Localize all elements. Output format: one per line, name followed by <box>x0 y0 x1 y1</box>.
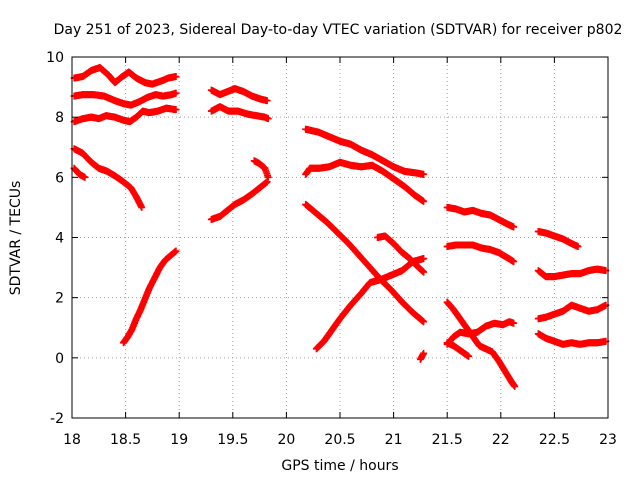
series-arc-16 <box>416 349 428 363</box>
y-tick-label: 10 <box>46 50 64 66</box>
x-tick-label: 22.5 <box>539 432 570 448</box>
data-point-marker <box>420 170 428 178</box>
y-axis-label: SDTVAR / TECUs <box>8 181 24 296</box>
series-arc-17 <box>443 203 518 231</box>
series-arc-10 <box>250 157 272 181</box>
data-point-marker <box>420 197 428 205</box>
x-tick-label: 19 <box>170 432 188 448</box>
series-arc-2 <box>70 89 180 109</box>
series-arc-24 <box>534 301 610 323</box>
data-point-marker <box>172 247 180 255</box>
data-point-marker <box>420 349 428 357</box>
data-point-marker <box>172 89 180 97</box>
y-tick-label: 6 <box>55 170 64 186</box>
data-point-marker <box>420 318 428 326</box>
data-point-marker <box>510 319 518 327</box>
data-point-marker <box>263 178 271 186</box>
series-arc-9 <box>207 178 271 223</box>
series-arc-15 <box>374 232 428 276</box>
series-arc-5 <box>70 164 89 181</box>
series-arc-22 <box>534 227 582 251</box>
series-arc-8 <box>207 103 272 123</box>
data-point-marker <box>420 268 428 276</box>
data-point-marker <box>511 382 519 390</box>
data-points <box>70 64 610 390</box>
series-arc-1 <box>70 64 180 88</box>
x-tick-label: 19.5 <box>217 432 248 448</box>
data-point-marker <box>264 115 272 123</box>
x-axis-label: GPS time / hours <box>281 458 398 474</box>
data-point-marker <box>172 73 180 81</box>
y-tick-label: -2 <box>50 411 64 427</box>
series-arc-12 <box>302 158 428 205</box>
y-tick-label: 8 <box>55 110 64 126</box>
data-point-marker <box>264 173 272 181</box>
series-arc-23 <box>534 265 610 281</box>
data-point-marker <box>172 106 180 114</box>
x-tick-label: 22 <box>492 432 510 448</box>
x-tick-label: 21.5 <box>432 432 463 448</box>
x-tick-label: 20 <box>277 432 295 448</box>
series-arc-19 <box>443 298 519 390</box>
data-point-marker <box>510 223 518 231</box>
data-point-marker <box>420 255 428 263</box>
series-arc-7 <box>207 85 271 105</box>
data-point-marker <box>81 173 89 181</box>
x-tick-labels: 18 18.5 19 19.5 20 20.5 21 21.5 22 22.5 23 <box>63 432 617 448</box>
data-point-marker <box>510 258 518 266</box>
x-tick-label: 18 <box>63 432 81 448</box>
series-arc-4 <box>70 145 146 211</box>
data-point-marker <box>574 243 582 251</box>
series-arc-11 <box>302 125 428 178</box>
x-tick-label: 21 <box>385 432 403 448</box>
axis-ticks <box>71 56 609 419</box>
series-arc-21 <box>443 339 473 360</box>
y-tick-label: 0 <box>55 351 64 367</box>
series-arc-25 <box>534 330 610 348</box>
y-tick-label: 4 <box>55 231 64 247</box>
y-tick-label: 2 <box>55 291 64 307</box>
chart-title: Day 251 of 2023, Sidereal Day-to-day VTE… <box>54 22 623 38</box>
x-tick-label: 23 <box>599 432 617 448</box>
x-tick-label: 18.5 <box>110 432 141 448</box>
series-arc-18 <box>443 241 518 266</box>
series-arc-3 <box>70 104 180 126</box>
data-point-marker <box>138 203 146 211</box>
data-point-marker <box>263 97 271 105</box>
x-tick-label: 20.5 <box>324 432 355 448</box>
y-tick-labels: -2 0 2 4 6 8 10 <box>46 50 64 427</box>
series-arc-14 <box>312 255 428 353</box>
data-point-marker <box>465 352 473 360</box>
series-arc-6 <box>119 247 180 347</box>
